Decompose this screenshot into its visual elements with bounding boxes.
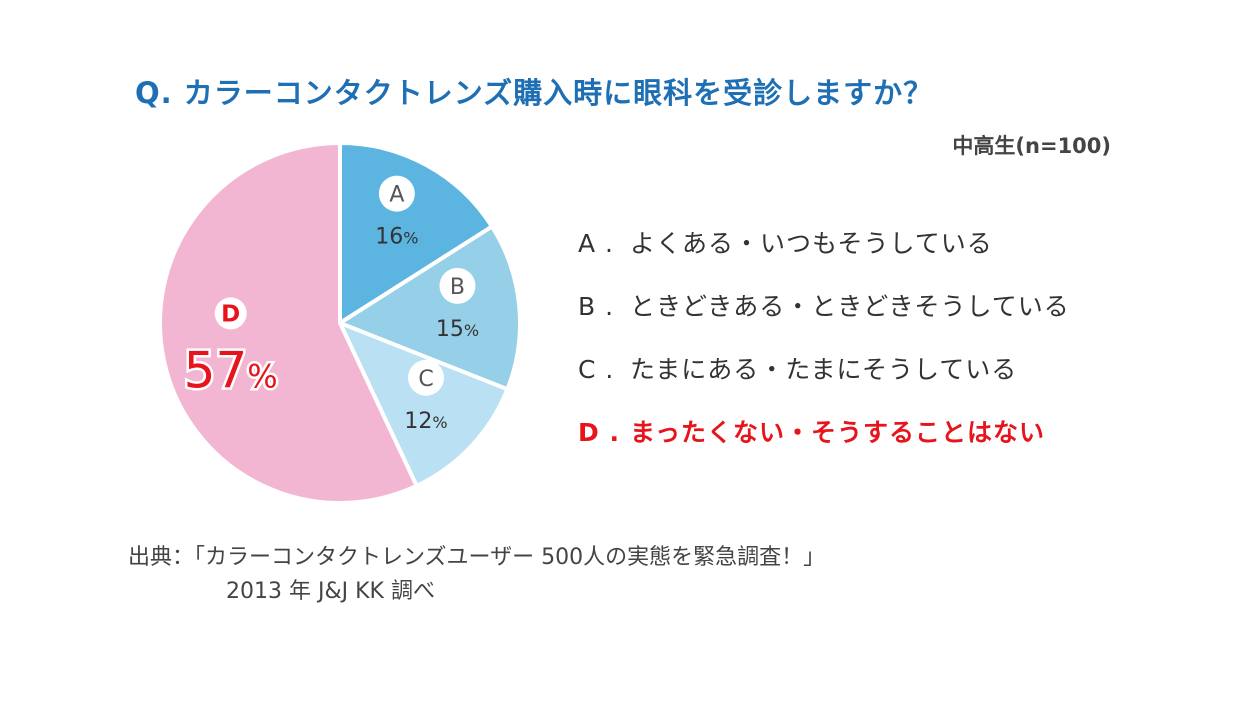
legend-item-c: C . たまにある・たまにそうしている [578,350,1070,413]
legend-text-a: よくある・いつもそうしている [630,229,993,258]
slice-value-label-a: 16% [375,225,418,250]
legend-text-c: たまにある・たまにそうしている [630,355,1018,384]
slice-key-b: B [450,275,465,300]
slice-key-badge-c [408,359,445,396]
pie-slice-d [158,141,419,505]
sample-note: 中高生(n=100) [952,134,1111,158]
slice-key-d: D [221,301,240,327]
slice-key-c: C [418,367,433,392]
pie-slice-b [338,224,522,392]
source-line-1: 出典：「カラーコンタクトレンズユーザー 500人の実態を緊急調査！」 [128,545,826,570]
legend-text-d: まったくない・そうすることはない [630,418,1046,447]
legend: A . よくある・いつもそうしている B . ときどきある・ときどきそうしている C… [578,224,1070,476]
slice-key-badge-b [439,267,476,304]
legend-key-d: D . [578,418,620,447]
legend-item-a: A . よくある・いつもそうしている [578,224,1070,287]
legend-item-b: B . ときどきある・ときどきそうしている [578,287,1070,350]
slice-key-badge-d [214,297,247,330]
pie-slice-c [338,321,510,488]
legend-key-a: A . [578,229,614,258]
source-line-2: 2013 年 J&J KK 調べ [226,579,435,604]
slice-key-badge-a [378,175,415,212]
source-citation: 出典：「カラーコンタクトレンズユーザー 500人の実態を緊急調査！」 2013 … [128,541,825,609]
slice-value-label-c: 12% [404,409,447,434]
slice-key-a: A [389,183,404,208]
chart-title: Q. カラーコンタクトレンズ購入時に眼科を受診しますか？ [135,76,934,110]
pie-chart: A 16% B 15%C 12% D 57% [158,141,522,505]
slice-value-label-d: 57% [184,341,278,399]
legend-text-b: ときどきある・ときどきそうしている [630,292,1070,321]
pie-slice-a [338,141,494,325]
slice-value-label-b: 15% [436,317,479,342]
legend-item-d: D . まったくない・そうすることはない [578,413,1070,476]
legend-key-b: B . [578,292,615,321]
legend-key-c: C . [578,355,615,384]
